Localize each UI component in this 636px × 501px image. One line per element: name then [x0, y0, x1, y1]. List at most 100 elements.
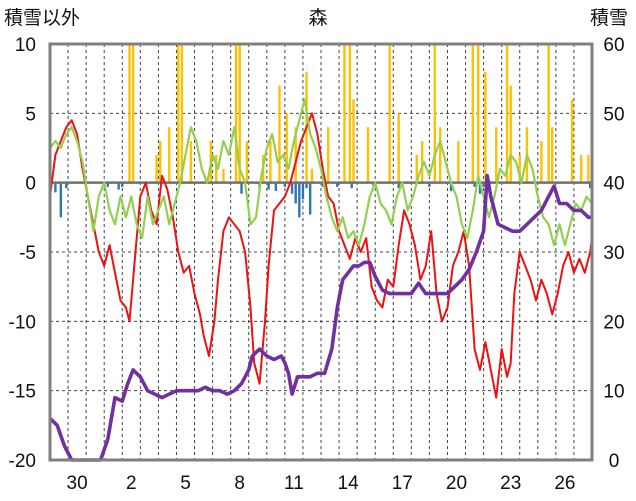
right-tick-label: 20	[603, 312, 624, 333]
blue-bar	[106, 182, 110, 187]
x-tick-label: 26	[554, 473, 575, 494]
orange-bar	[159, 141, 162, 183]
x-tick-label: 30	[67, 473, 88, 494]
chart-title: 森	[308, 7, 327, 29]
orange-bar	[388, 44, 391, 183]
orange-bar	[215, 154, 218, 183]
blue-bar	[117, 182, 120, 190]
right-ticks: 60 50 40 30 20 10 0	[603, 35, 624, 472]
orange-bar	[439, 127, 442, 183]
blue-bar	[283, 182, 287, 187]
blue-bar	[54, 182, 57, 193]
orange-bar	[234, 44, 238, 183]
left-tick-label: -10	[9, 312, 36, 333]
plot-frame	[48, 42, 594, 462]
orange-bar	[433, 44, 437, 183]
orange-bar	[177, 44, 180, 183]
orange-bar	[238, 44, 241, 183]
orange-bar	[245, 141, 249, 183]
right-tick-label: 40	[603, 174, 624, 195]
right-axis-label: 積雪	[590, 7, 628, 29]
x-tick-label: 5	[180, 473, 191, 494]
orange-bar	[222, 168, 225, 183]
x-tick-label: 23	[500, 473, 521, 494]
blue-bars-layer	[54, 182, 592, 218]
right-tick-label: 10	[603, 382, 624, 403]
blue-bar	[482, 182, 485, 187]
orange-bar	[540, 141, 543, 183]
orange-bar	[189, 141, 193, 183]
blue-bar	[308, 182, 312, 215]
x-tick-label: 11	[284, 473, 304, 494]
orange-bar	[505, 44, 509, 183]
left-ticks: 10 5 0 -5 -10 -15 -20	[9, 35, 36, 472]
blue-bar	[372, 182, 375, 186]
blue-bar	[65, 182, 68, 189]
orange-bar	[495, 127, 498, 183]
orange-bar	[415, 154, 418, 183]
left-tick-label: -5	[19, 243, 36, 264]
blue-bar	[397, 182, 400, 189]
blue-bar	[240, 182, 243, 194]
blue-bar	[321, 182, 325, 187]
right-tick-label: 30	[603, 243, 624, 264]
orange-bar	[343, 44, 346, 183]
orange-bar	[366, 127, 370, 183]
blue-bar	[473, 182, 476, 187]
x-tick-label: 8	[234, 473, 245, 494]
orange-bar	[420, 141, 424, 183]
x-ticks: 30 2 5 8 11 14 17 20 23 26	[67, 473, 576, 494]
blue-bar	[588, 182, 592, 189]
x-tick-label: 17	[392, 473, 413, 494]
orange-bar	[269, 141, 272, 183]
orange-bar	[348, 44, 352, 183]
left-tick-label: -20	[9, 451, 36, 472]
orange-bar	[285, 113, 288, 183]
blue-bar	[59, 182, 63, 218]
blue-bar	[449, 182, 453, 191]
orange-bar	[570, 99, 574, 183]
blue-bar	[336, 182, 339, 187]
orange-bar	[180, 44, 184, 183]
blue-bar	[428, 182, 431, 187]
purple-series-line	[48, 173, 592, 462]
right-tick-label: 0	[609, 451, 620, 472]
x-tick-label: 20	[446, 473, 467, 494]
left-axis-label: 積雪以外	[4, 7, 80, 29]
x-tick-label: 14	[338, 473, 360, 494]
orange-bar	[509, 85, 512, 183]
orange-bar	[128, 44, 131, 183]
orange-bar	[310, 168, 314, 183]
orange-bar	[471, 44, 474, 183]
grid-layer	[50, 44, 592, 460]
blue-bar	[478, 182, 482, 194]
orange-bar	[579, 154, 583, 183]
orange-bar	[587, 154, 590, 183]
orange-bar	[278, 85, 281, 183]
orange-bar	[397, 113, 400, 183]
blue-bar	[267, 182, 270, 190]
orange-bar	[155, 154, 158, 183]
blue-bar	[121, 182, 124, 187]
blue-bar	[305, 182, 308, 189]
blue-bar	[290, 182, 294, 194]
orange-bar	[352, 99, 355, 183]
blue-bar	[294, 182, 297, 204]
orange-bar	[327, 127, 330, 183]
orange-bar	[131, 44, 135, 183]
blue-bar	[298, 182, 301, 218]
green-series-line	[49, 98, 593, 247]
orange-bar	[457, 141, 460, 183]
left-tick-label: 10	[15, 35, 36, 56]
right-tick-label: 60	[603, 35, 624, 56]
x-tick-label: 2	[126, 473, 137, 494]
blue-bar	[301, 182, 305, 200]
red-series-line	[49, 112, 593, 399]
orange-bar	[547, 44, 550, 183]
orange-bar	[518, 154, 521, 183]
orange-bar	[294, 127, 297, 183]
orange-bar	[484, 71, 487, 183]
orange-bar	[476, 44, 480, 183]
orange-bar	[551, 127, 554, 183]
